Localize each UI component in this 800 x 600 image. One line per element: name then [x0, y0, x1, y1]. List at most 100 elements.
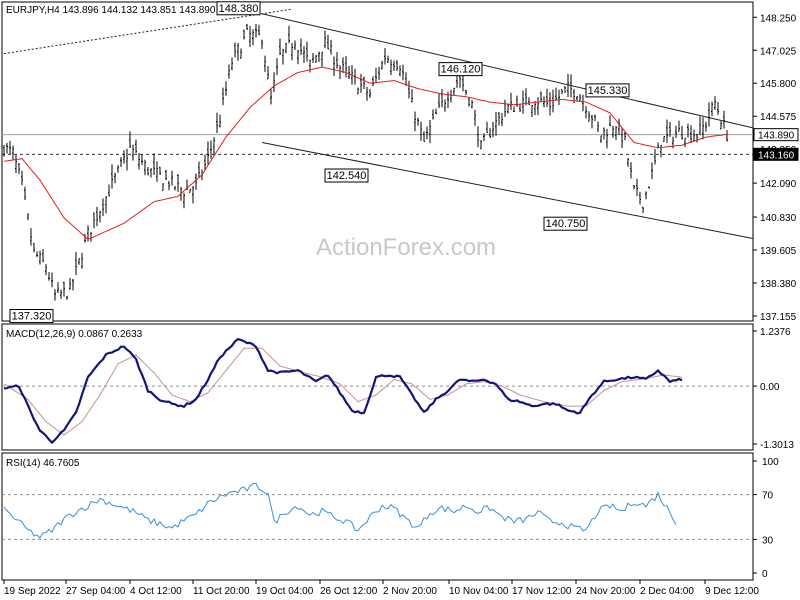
price-bar: [681, 125, 683, 140]
price-bar: [264, 55, 266, 72]
price-bar: [258, 24, 260, 36]
price-tick-label: 145.800: [760, 79, 797, 90]
price-bar: [177, 174, 179, 192]
price-bar: [522, 90, 524, 114]
price-bar: [495, 112, 497, 136]
price-panel-title: EURJPY,H4 143.896 144.132 143.851 143.89…: [6, 5, 216, 16]
price-bar: [117, 165, 119, 173]
trend-line: [3, 8, 293, 55]
price-bar: [42, 249, 44, 263]
price-bar: [54, 289, 56, 301]
price-bar: [408, 80, 410, 99]
price-bar: [282, 48, 284, 65]
macd-signal-line: [3, 347, 683, 436]
current-price-tag: 143.890: [753, 128, 799, 142]
price-panel[interactable]: 148.380 146.120 145.330 142.540 140.750 137.3…: [1, 1, 799, 324]
price-bar: [135, 139, 137, 154]
price-bar: [57, 282, 59, 293]
price-bar: [675, 125, 677, 139]
price-bar: [624, 132, 626, 141]
svg-text:148.380: 148.380: [219, 3, 259, 15]
price-bar: [39, 250, 41, 265]
price-bar: [198, 161, 200, 178]
price-bar: [192, 185, 194, 204]
price-bar: [285, 43, 287, 54]
price-bar: [243, 29, 245, 40]
price-bar: [597, 121, 599, 133]
macd-tick-label: 1.2376: [760, 327, 791, 338]
rsi-reference-lines: [2, 494, 753, 540]
price-bar: [93, 212, 95, 229]
price-bar: [141, 154, 143, 165]
price-bar: [99, 210, 101, 223]
price-bar: [168, 180, 170, 191]
price-bar: [336, 52, 338, 69]
price-bar: [330, 39, 332, 55]
macd-panel[interactable]: 1.2376 0.00 -1.3013 MACD(12,26,9) 0.0867 0…: [1, 323, 794, 451]
price-bar: [96, 206, 98, 227]
price-bar: [396, 60, 398, 72]
price-label-142-540: 142.540: [324, 168, 369, 183]
price-bar: [342, 57, 344, 73]
price-bar: [294, 40, 296, 50]
price-bar: [45, 264, 47, 276]
price-bar: [210, 140, 212, 159]
price-bar: [693, 129, 695, 142]
price-bar: [507, 103, 509, 114]
price-bar: [297, 50, 299, 65]
price-bar: [486, 121, 488, 134]
time-tick-label: 2 Nov 20:00: [383, 586, 437, 597]
price-bar: [153, 153, 155, 176]
price-bar: [588, 111, 590, 122]
price-bar: [255, 23, 257, 38]
price-bar: [303, 46, 305, 63]
price-bar: [216, 112, 218, 133]
price-bar: [501, 113, 503, 127]
price-bar: [18, 162, 20, 174]
price-bar: [444, 99, 446, 112]
price-bar: [90, 232, 92, 242]
rsi-panel[interactable]: 100 70 30 0 RSI(14) 46.7605: [1, 452, 779, 581]
price-tick-label: 139.605: [760, 246, 797, 257]
price-bar: [603, 127, 605, 140]
svg-text:146.120: 146.120: [441, 64, 481, 76]
time-tick-label: 24 Nov 20:00: [576, 586, 636, 597]
price-bar: [105, 196, 107, 214]
price-bar: [15, 154, 17, 173]
price-bar: [30, 228, 32, 246]
price-bar: [639, 191, 641, 205]
price-bar: [642, 206, 644, 214]
price-bar: [288, 25, 290, 44]
time-tick-label: 10 Nov 04:00: [449, 586, 509, 597]
time-tick-label: 11 Oct 20:00: [193, 586, 250, 597]
price-bar: [546, 88, 548, 107]
price-bar: [423, 131, 425, 142]
price-bar: [3, 145, 5, 157]
svg-text:145.330: 145.330: [588, 85, 628, 97]
price-bar: [714, 96, 716, 110]
price-label-137-320: 137.320: [9, 309, 54, 324]
price-bar: [162, 183, 164, 191]
price-bar: [231, 57, 233, 71]
price-bar: [534, 101, 536, 116]
price-bar: [150, 168, 152, 178]
price-bar: [390, 59, 392, 75]
price-bar: [279, 38, 281, 56]
price-bar: [687, 123, 689, 138]
price-annotations: 148.380 146.120 145.330 142.540 140.750 137.3…: [9, 1, 630, 324]
price-axis: 148.250147.025145.800144.575143.350142.0…: [753, 13, 799, 323]
price-bar: [240, 48, 242, 59]
price-bar: [204, 154, 206, 171]
price-label-145-330: 145.330: [585, 83, 630, 98]
price-bar: [102, 198, 104, 216]
watermark-text: ActionForex.com: [316, 234, 496, 261]
price-bar: [690, 125, 692, 143]
price-bar: [549, 92, 551, 116]
price-bar: [663, 136, 665, 142]
price-bar: [375, 67, 377, 83]
price-bar: [213, 137, 215, 156]
price-bar: [63, 281, 65, 297]
price-bar: [474, 109, 476, 126]
price-bar: [183, 192, 185, 209]
price-bar: [24, 186, 26, 200]
